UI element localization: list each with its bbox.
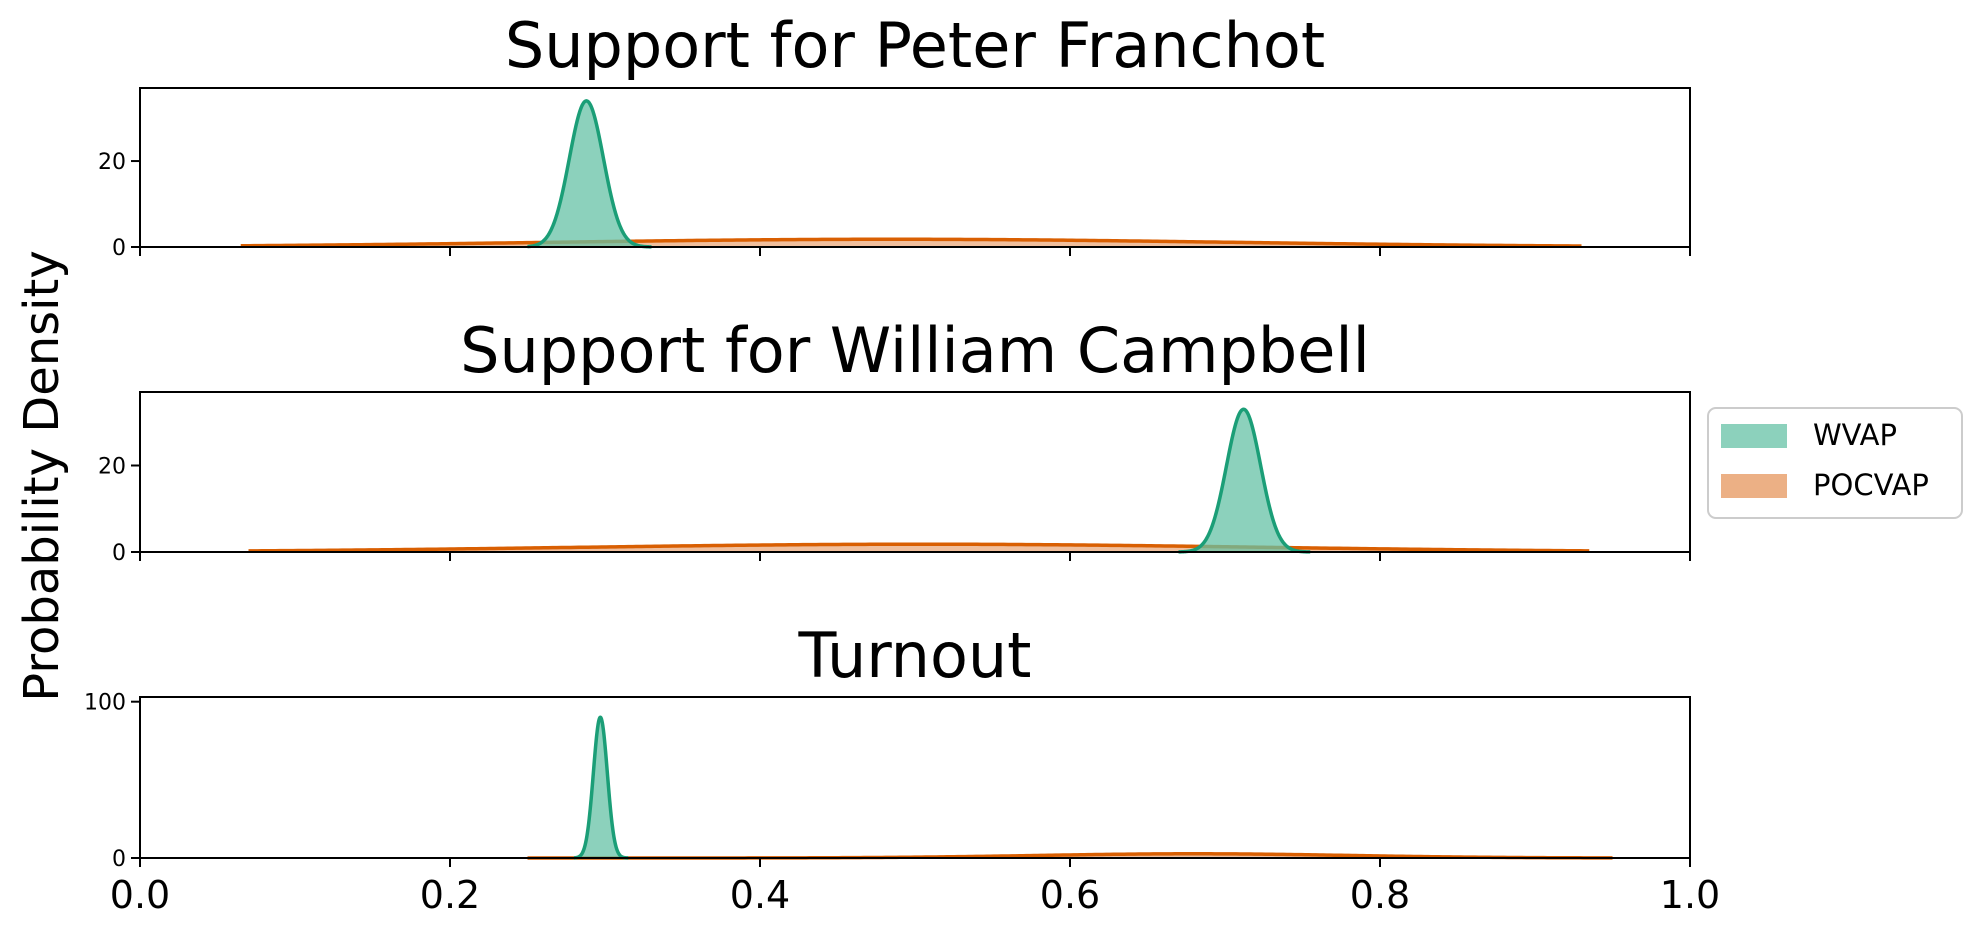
x-tick-label: 0.0 <box>110 873 170 917</box>
y-axis-label: Probability Density <box>14 250 70 701</box>
plot-frame <box>139 696 1691 859</box>
y-tick-label: 0 <box>112 541 126 566</box>
legend: WVAP POCVAP <box>1707 407 1963 519</box>
x-tick-label: 0.2 <box>420 873 480 917</box>
plot-frame <box>139 87 1691 248</box>
series-line-wvap <box>573 715 629 860</box>
panel-title: Support for William Campbell <box>460 314 1370 387</box>
y-tick-label: 0 <box>112 236 126 261</box>
x-tick-label: 0.4 <box>730 873 790 917</box>
y-tick-label: 20 <box>98 455 126 480</box>
legend-swatch-pocvap <box>1721 474 1787 498</box>
legend-swatch-wvap <box>1721 424 1787 448</box>
y-tick-label: 0 <box>112 847 126 872</box>
panel-2: Support for William Campbell 0 20 <box>98 314 1691 566</box>
series-area-wvap <box>1178 409 1311 552</box>
y-tick-label: 100 <box>84 691 126 716</box>
plot-frame <box>139 391 1691 553</box>
y-tick-label: 20 <box>98 150 126 175</box>
legend-label-pocvap: POCVAP <box>1813 468 1929 502</box>
panel-title: Support for Peter Franchot <box>505 9 1325 82</box>
legend-label-wvap: WVAP <box>1813 418 1897 452</box>
x-tick-label: 1.0 <box>1660 873 1720 917</box>
series-line-wvap <box>527 99 652 249</box>
series-line-wvap <box>1178 407 1311 554</box>
series-line-pocvap <box>240 237 1582 248</box>
series-area-wvap <box>574 717 629 858</box>
series-area-wvap <box>527 100 652 248</box>
panel-1: Support for Peter Franchot 0 20 <box>98 9 1691 261</box>
x-tick-label: 0.8 <box>1350 873 1410 917</box>
panel-3: Turnout 0 100 0.0 0.2 0.4 0.6 0.8 1.0 <box>84 619 1720 917</box>
x-tick-label: 0.6 <box>1040 873 1100 917</box>
series-line-pocvap <box>248 542 1590 553</box>
panel-title: Turnout <box>798 619 1032 692</box>
